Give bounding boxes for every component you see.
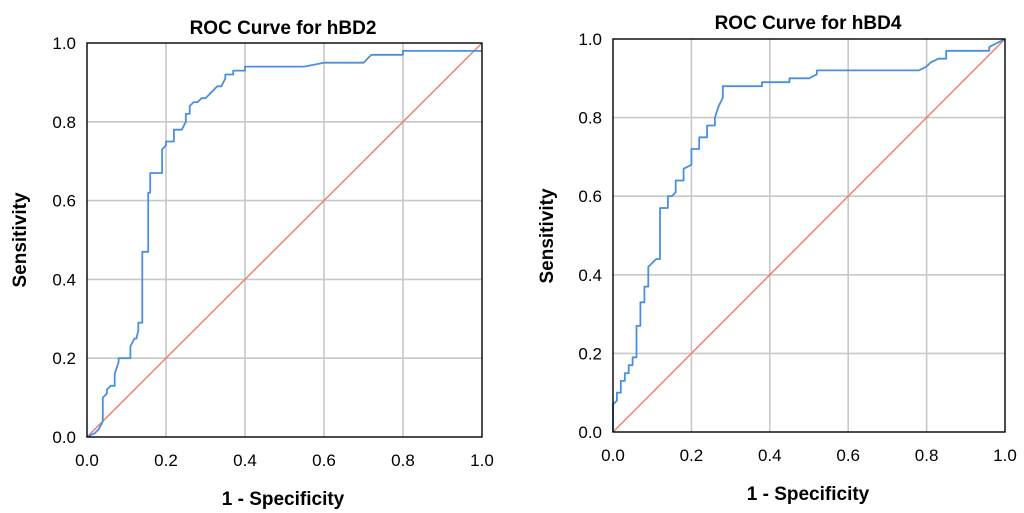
- roc-curve: [86, 50, 482, 438]
- x-tick-label: 0.6: [312, 451, 336, 470]
- plot-frame: [86, 42, 483, 438]
- x-tick-label: 0.0: [75, 451, 99, 470]
- chart-title: ROC Curve for hBD4: [715, 13, 902, 34]
- reference-line: [612, 38, 1006, 433]
- reference-line: [86, 42, 483, 438]
- y-tick-label: 1.0: [52, 34, 76, 53]
- y-tick-label: 0.2: [52, 349, 76, 368]
- x-axis-label: 1 - Specificity: [222, 489, 345, 510]
- y-tick-label: 0.2: [578, 344, 602, 363]
- x-tick-label: 0.8: [391, 451, 415, 470]
- x-tick-label: 0.4: [758, 446, 782, 465]
- x-axis-label: 1 - Specificity: [747, 484, 870, 505]
- plot-frame: [612, 38, 1006, 433]
- x-tick-label: 0.4: [233, 451, 257, 470]
- x-tick-label: 1.0: [993, 446, 1017, 465]
- x-tick-label: 0.6: [836, 446, 860, 465]
- y-tick-label: 0.8: [52, 113, 76, 132]
- y-tick-label: 0.4: [578, 266, 602, 285]
- y-tick-label: 0.8: [578, 109, 602, 128]
- chart-title: ROC Curve for hBD2: [190, 18, 377, 39]
- x-tick-label: 0.2: [680, 446, 704, 465]
- chart-2: 0.0 0.2 0.4 0.6 0.8 1.0 0.0 0.2 0.4 0.6 0.8 1.0 ROC …: [537, 13, 1017, 505]
- chart-1: 0.0 0.2 0.4 0.6 0.8 1.0 0.0 0.2 0.4 0.6 0.8 1.0 ROC …: [10, 18, 494, 510]
- y-tick-label: 0.0: [578, 423, 602, 442]
- y-tick-label: 0.6: [578, 187, 602, 206]
- y-tick-label: 1.0: [578, 30, 602, 49]
- x-tick-label: 0.2: [154, 451, 178, 470]
- y-tick-label: 0.6: [52, 192, 76, 211]
- x-tick-label: 0.8: [915, 446, 939, 465]
- y-tick-label: 0.4: [52, 270, 76, 289]
- x-tick-label: 1.0: [470, 451, 494, 470]
- y-axis-label: Sensitivity: [10, 192, 31, 287]
- roc-curve: [612, 38, 1006, 432]
- y-tick-label: 0.0: [52, 428, 76, 447]
- y-axis-label: Sensitivity: [537, 188, 558, 283]
- x-tick-label: 0.0: [601, 446, 625, 465]
